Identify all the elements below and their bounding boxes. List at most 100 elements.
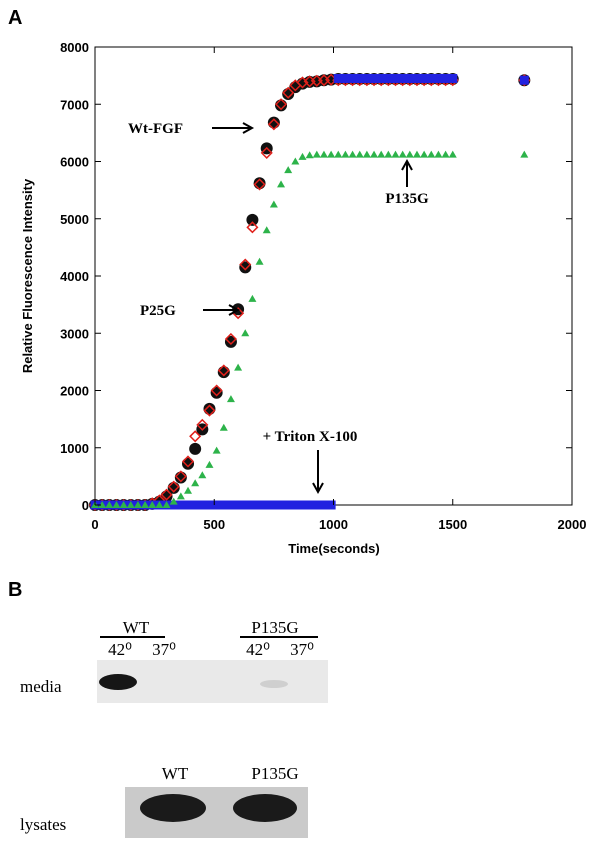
point — [412, 150, 421, 158]
point — [160, 488, 173, 501]
group-label: WT — [123, 618, 150, 637]
point — [405, 73, 415, 83]
point — [176, 500, 186, 510]
point — [198, 471, 207, 479]
panel-label: A — [8, 7, 22, 29]
group-label: P135G — [251, 764, 298, 783]
point — [420, 150, 429, 158]
point — [355, 150, 364, 158]
point — [319, 500, 329, 510]
point — [253, 178, 266, 191]
point — [355, 73, 365, 83]
point — [226, 395, 235, 403]
x-tick-label: 2000 — [558, 517, 587, 532]
point — [297, 500, 307, 510]
y-tick-label: 8000 — [60, 40, 89, 55]
point — [189, 442, 202, 455]
point — [362, 73, 372, 83]
point — [260, 146, 273, 159]
band — [140, 794, 206, 822]
point — [334, 150, 343, 158]
x-tick-label: 500 — [203, 517, 225, 532]
point — [434, 150, 443, 158]
point — [248, 294, 257, 302]
point — [255, 257, 264, 265]
point — [212, 446, 221, 454]
y-tick-label: 0 — [82, 498, 89, 513]
y-tick-label: 6000 — [60, 155, 89, 170]
point — [290, 500, 300, 510]
x-axis-title: Time(seconds) — [288, 541, 380, 556]
x-tick-label: 1000 — [319, 517, 348, 532]
point — [362, 150, 371, 158]
point — [305, 500, 315, 510]
point — [241, 329, 250, 337]
point — [326, 500, 336, 510]
group-label: WT — [162, 764, 189, 783]
point — [369, 73, 379, 83]
row-label: media — [20, 677, 62, 696]
point — [276, 500, 286, 510]
point — [391, 150, 400, 158]
point — [448, 150, 457, 158]
point — [217, 364, 230, 377]
point — [203, 404, 216, 417]
temp-label: 42⁰ — [108, 640, 132, 659]
point — [391, 73, 401, 83]
point — [405, 150, 414, 158]
point — [155, 501, 164, 508]
band — [99, 674, 137, 690]
point — [341, 150, 350, 158]
y-tick-label: 5000 — [60, 212, 89, 227]
point — [169, 500, 179, 510]
point — [305, 151, 314, 159]
point — [520, 150, 529, 158]
point — [239, 258, 252, 271]
marks — [88, 73, 531, 512]
x-tick-label: 1500 — [438, 517, 467, 532]
point — [376, 73, 386, 83]
point — [219, 423, 228, 431]
point — [291, 157, 300, 165]
point — [181, 455, 195, 468]
point — [377, 150, 386, 158]
point — [205, 460, 214, 468]
point — [126, 501, 135, 508]
y-tick-label: 1000 — [60, 441, 89, 456]
temp-label: 42⁰ — [246, 640, 270, 659]
annotation: P135G — [385, 191, 429, 207]
point — [234, 363, 243, 371]
temp-label: 37⁰ — [152, 640, 176, 659]
point — [141, 501, 150, 508]
point — [133, 501, 142, 508]
point — [427, 150, 436, 158]
point — [212, 500, 222, 510]
point — [412, 73, 422, 83]
band — [260, 680, 288, 688]
point — [319, 150, 328, 158]
point — [247, 500, 257, 510]
point — [312, 150, 321, 158]
point — [167, 480, 180, 493]
point — [162, 501, 171, 508]
point — [196, 418, 209, 431]
point — [119, 501, 128, 508]
point — [239, 261, 252, 274]
y-tick-label: 2000 — [60, 384, 89, 399]
point — [277, 180, 286, 188]
temp-label: 37⁰ — [290, 640, 314, 659]
point — [426, 73, 436, 83]
group-label: P135G — [251, 618, 298, 637]
point — [262, 226, 271, 234]
point — [312, 500, 322, 510]
annotation: + Triton X-100 — [263, 429, 358, 445]
point — [174, 470, 187, 483]
point — [112, 501, 121, 508]
point — [298, 152, 307, 160]
point — [224, 332, 238, 346]
point — [384, 150, 393, 158]
x-tick-label: 0 — [91, 517, 98, 532]
point — [246, 221, 259, 234]
point — [226, 500, 236, 510]
